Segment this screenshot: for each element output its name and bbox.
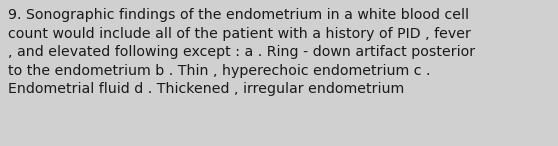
Text: 9. Sonographic findings of the endometrium in a white blood cell
count would inc: 9. Sonographic findings of the endometri…	[8, 8, 475, 97]
